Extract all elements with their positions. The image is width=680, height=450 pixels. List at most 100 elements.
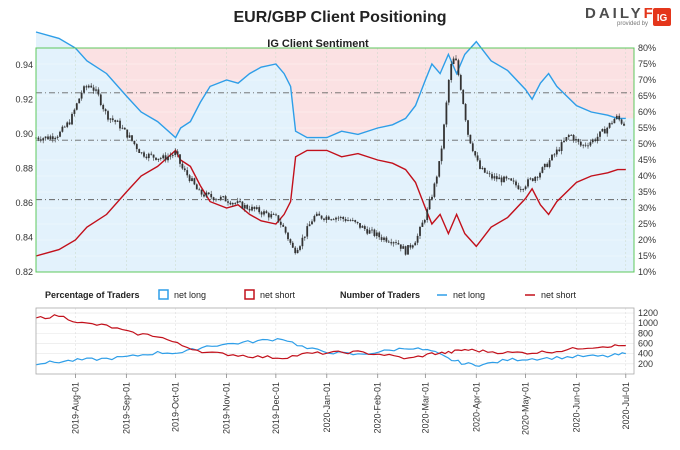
price-tick-label: 0.84 [15,233,33,243]
candle-body [47,136,49,140]
ig-badge-icon [653,8,671,26]
percent-tick-label: 60% [638,107,656,117]
candle-body [318,213,321,216]
candle-body [174,151,177,155]
candle-body [246,205,249,209]
candle-body [255,207,258,210]
traders-net-short-line [35,314,626,360]
candle-body [515,181,517,186]
candle-body [354,220,357,222]
candle-body [613,118,616,124]
percent-tick-label: 80% [638,43,656,53]
candle-body [83,86,85,93]
net-long-area [36,32,634,272]
candle-body [419,226,421,236]
candle-body [167,156,169,161]
candle-body [450,64,453,81]
candle-body [493,176,496,179]
candle-body [375,232,378,236]
candle-body [553,154,556,156]
candle-body [349,220,352,221]
candle-body [563,140,565,143]
candle-body [85,86,88,88]
candle-body [584,144,587,146]
candle-body [529,178,532,180]
candle-body [459,75,462,90]
percent-tick-label: 50% [638,139,656,149]
candle-body [200,189,203,195]
candle-body [390,242,393,244]
candle-body [234,202,237,204]
candle-body [479,160,481,169]
candle-body [203,194,205,197]
candle-body [445,102,448,125]
candle-body [385,237,388,242]
candle-body [128,135,131,138]
date-tick-label: 2020-Jan-01 [322,382,332,433]
candle-body [87,85,90,88]
candle-body [498,177,501,180]
candle-body [224,196,227,202]
candle-body [582,144,585,146]
legend-number-long-label: net long [453,290,485,300]
candle-body [164,155,167,161]
candle-body [395,242,397,244]
date-tick-label: 2019-Oct-01 [171,382,181,432]
candle-body [531,178,534,181]
candle-body [524,186,527,190]
candle-body [143,152,145,157]
candle-body [219,196,222,200]
candle-body [121,127,124,129]
candle-body [510,178,513,181]
candle-body [71,113,73,125]
candle-body [176,151,179,155]
candle-body [54,137,57,140]
traders-tick-label: 1200 [638,308,658,318]
candle-body [294,247,297,254]
percent-tick-label: 15% [638,251,656,261]
candle-body [409,245,412,248]
candle-body [481,167,484,169]
candle-body [452,58,455,65]
candle-body [323,218,325,220]
candle-body [63,126,66,128]
dailyfx-logo[interactable]: DAILYFX provided by IG [585,5,671,27]
date-tick-label: 2019-Aug-01 [70,382,80,434]
candle-body [361,226,364,228]
net-long-line [35,31,626,139]
candle-body [260,212,263,215]
candle-body [596,136,599,142]
candle-body [162,155,165,159]
price-tick-label: 0.82 [15,267,33,277]
candle-body [296,249,299,254]
price-axis: 0.82 0.84 0.86 0.88 0.90 0.92 0.94 [15,60,33,277]
candle-body [601,129,604,132]
bottom-plot-background [36,308,634,374]
candle-body [351,220,354,221]
date-tick-label: 2019-Sep-01 [121,382,131,434]
candle-body [402,246,405,249]
percent-tick-label: 70% [638,75,656,85]
traders-tick-label: 400 [638,349,653,359]
candle-body [414,242,417,246]
candle-body [92,87,95,91]
candle-body [150,153,153,155]
chart-title: EUR/GBP Client Positioning [233,9,446,26]
candle-body [431,196,433,200]
percent-tick-label: 10% [638,267,656,277]
candle-body [428,199,431,210]
candle-body [119,120,121,129]
candle-body [378,232,381,238]
candle-body [539,172,541,178]
candle-body [126,129,129,138]
candle-body [603,129,606,134]
candle-body [59,131,61,137]
candle-body [97,89,100,95]
candle-body [215,199,217,201]
candle-body [152,154,155,158]
candle-body [251,206,253,211]
date-axis: 2019-Aug-01 2019-Sep-01 2019-Oct-01 2019-No… [70,374,631,435]
candle-body [527,179,529,187]
candle-body [229,202,232,205]
bottom-plot-border [35,307,635,375]
